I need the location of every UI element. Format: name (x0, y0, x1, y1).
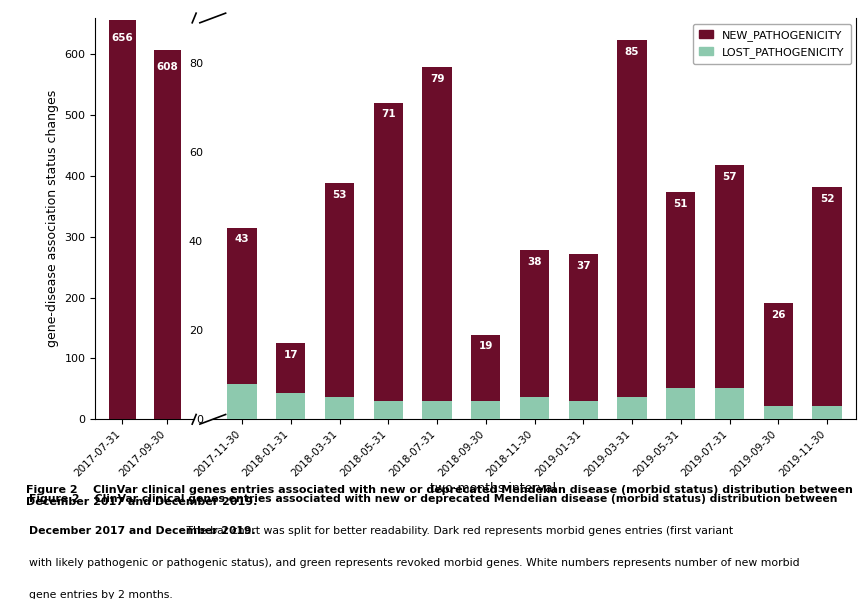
Text: The bar chart was split for better readability. Dark red represents morbid genes: The bar chart was split for better reada… (183, 526, 733, 536)
Bar (618, 397, 647, 419)
Bar (325, 183, 354, 419)
Text: 79: 79 (430, 74, 445, 84)
Text: 52: 52 (820, 194, 835, 204)
Bar (374, 102, 403, 419)
Y-axis label: gene-disease association status changes: gene-disease association status changes (46, 90, 59, 347)
Bar (715, 388, 744, 419)
Bar (618, 40, 647, 419)
Bar (568, 401, 598, 419)
Bar (520, 250, 549, 419)
Text: 656: 656 (112, 32, 133, 43)
Text: with likely pathogenic or pathogenic status), and green represents revoked morbi: with likely pathogenic or pathogenic sta… (29, 558, 799, 568)
Bar (422, 401, 452, 419)
Legend: NEW_PATHOGENICITY, LOST_PATHOGENICITY: NEW_PATHOGENICITY, LOST_PATHOGENICITY (693, 23, 851, 64)
Bar (520, 397, 549, 419)
Text: 53: 53 (332, 190, 347, 199)
Bar (666, 388, 695, 419)
Text: 43: 43 (234, 234, 249, 244)
Bar (764, 303, 793, 419)
Bar (227, 228, 257, 419)
Text: 57: 57 (722, 172, 737, 182)
Text: two-months interval: two-months interval (430, 482, 556, 495)
Bar (812, 406, 842, 419)
Bar (109, 20, 136, 419)
Text: 71: 71 (381, 110, 395, 119)
Bar (666, 192, 695, 419)
Bar (276, 343, 305, 419)
Text: 19: 19 (478, 341, 493, 351)
Text: Figure 2    ClinVar clinical genes entries associated with new or deprecated Men: Figure 2 ClinVar clinical genes entries … (26, 485, 853, 507)
Bar (325, 397, 354, 419)
Text: December 2017 and December 2019.: December 2017 and December 2019. (29, 526, 255, 536)
Text: Figure 2    ClinVar clinical genes entries associated with new or deprecated Men: Figure 2 ClinVar clinical genes entries … (29, 494, 837, 504)
Text: 608: 608 (157, 62, 178, 72)
Bar (422, 67, 452, 419)
Text: 17: 17 (284, 350, 298, 360)
Text: 51: 51 (674, 199, 688, 208)
Bar (471, 335, 501, 419)
Bar (715, 165, 744, 419)
Bar (764, 406, 793, 419)
Bar (471, 401, 501, 419)
Text: 37: 37 (576, 261, 591, 271)
Bar (374, 401, 403, 419)
Bar (568, 255, 598, 419)
Bar (276, 392, 305, 419)
Bar (227, 383, 257, 419)
Text: gene entries by 2 months.: gene entries by 2 months. (29, 590, 172, 599)
Bar (154, 50, 181, 419)
Bar (812, 187, 842, 419)
Text: 38: 38 (528, 256, 541, 267)
Text: 85: 85 (625, 47, 639, 57)
Text: 26: 26 (771, 310, 785, 320)
